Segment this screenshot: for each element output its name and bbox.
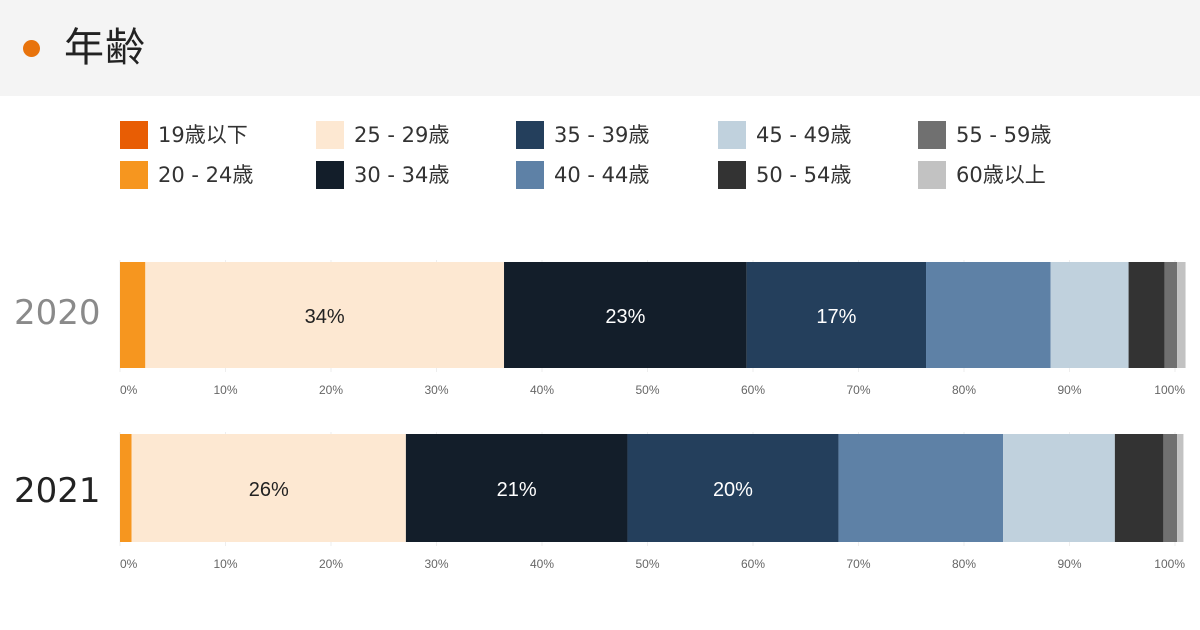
legend-swatch bbox=[316, 161, 344, 189]
legend-label: 40 - 44歳 bbox=[554, 163, 650, 187]
tick-label: 60% bbox=[741, 383, 765, 397]
legend-label: 50 - 54歳 bbox=[756, 163, 852, 187]
legend-swatch bbox=[918, 121, 946, 149]
legend: 19歳以下 20 - 24歳 25 - 29歳 30 - 34歳 35 - 39歳 40 … bbox=[0, 0, 1200, 200]
bar-segment bbox=[1163, 434, 1178, 542]
bar-segment bbox=[1050, 262, 1129, 368]
tick-label: 0% bbox=[120, 383, 138, 397]
data-label: 20% bbox=[713, 479, 753, 501]
legend-swatch bbox=[918, 161, 946, 189]
data-label: 34% bbox=[305, 306, 345, 328]
tick-label: 20% bbox=[319, 557, 343, 571]
data-label: 26% bbox=[249, 479, 289, 501]
tick-label: 30% bbox=[424, 557, 448, 571]
bar-segment bbox=[627, 434, 839, 542]
legend-label: 30 - 34歳 bbox=[354, 163, 450, 187]
tick-label: 0% bbox=[120, 557, 138, 571]
legend-label: 35 - 39歳 bbox=[554, 123, 650, 147]
legend-swatch bbox=[516, 161, 544, 189]
bar-segment bbox=[120, 434, 132, 542]
bar-segment bbox=[746, 262, 927, 368]
bar-segment bbox=[405, 434, 628, 542]
category-label-2020: 2020 bbox=[14, 293, 101, 333]
bar-segment bbox=[145, 262, 505, 368]
bar-segment bbox=[838, 434, 1004, 542]
bar-segment bbox=[120, 262, 146, 368]
category-label-2021: 2021 bbox=[14, 471, 101, 511]
tick-label: 100% bbox=[1154, 557, 1185, 571]
tick-label: 90% bbox=[1057, 557, 1081, 571]
tick-label: 80% bbox=[952, 557, 976, 571]
legend-swatch bbox=[718, 121, 746, 149]
page-title: 年齢 bbox=[64, 25, 146, 71]
bar-segment bbox=[1164, 262, 1178, 368]
legend-label: 60歳以上 bbox=[956, 163, 1046, 187]
tick-label: 40% bbox=[530, 557, 554, 571]
data-label: 23% bbox=[605, 306, 645, 328]
legend-label: 25 - 29歳 bbox=[354, 123, 450, 147]
bar-segment bbox=[1003, 434, 1115, 542]
legend-label: 55 - 59歳 bbox=[956, 123, 1052, 147]
tick-label: 10% bbox=[213, 557, 237, 571]
tick-label: 100% bbox=[1154, 383, 1185, 397]
legend-swatch bbox=[316, 121, 344, 149]
tick-label: 50% bbox=[635, 557, 659, 571]
legend-swatch bbox=[120, 161, 148, 189]
tick-label: 70% bbox=[846, 383, 870, 397]
tick-label: 70% bbox=[846, 557, 870, 571]
data-label: 17% bbox=[816, 306, 856, 328]
legend-label: 20 - 24歳 bbox=[158, 163, 254, 187]
bar-segment bbox=[1177, 262, 1186, 368]
tick-label: 30% bbox=[424, 383, 448, 397]
bar-segment bbox=[926, 262, 1051, 368]
legend-swatch bbox=[120, 121, 148, 149]
page-header: 年齢 bbox=[0, 0, 1200, 96]
tick-label: 60% bbox=[741, 557, 765, 571]
bar-segment bbox=[131, 434, 406, 542]
legend-swatch bbox=[516, 121, 544, 149]
bar-segment bbox=[1128, 262, 1165, 368]
bar-segment bbox=[1177, 434, 1184, 542]
data-label: 21% bbox=[497, 479, 537, 501]
tick-label: 90% bbox=[1057, 383, 1081, 397]
tick-label: 40% bbox=[530, 383, 554, 397]
bar-segment bbox=[1114, 434, 1164, 542]
legend-swatch bbox=[718, 161, 746, 189]
legend-label: 45 - 49歳 bbox=[756, 123, 852, 147]
tick-label: 80% bbox=[952, 383, 976, 397]
tick-label: 10% bbox=[213, 383, 237, 397]
tick-label: 20% bbox=[319, 383, 343, 397]
legend-label: 19歳以下 bbox=[158, 123, 248, 147]
tick-label: 50% bbox=[635, 383, 659, 397]
bar-segment bbox=[504, 262, 747, 368]
header-bullet-icon bbox=[23, 40, 40, 57]
